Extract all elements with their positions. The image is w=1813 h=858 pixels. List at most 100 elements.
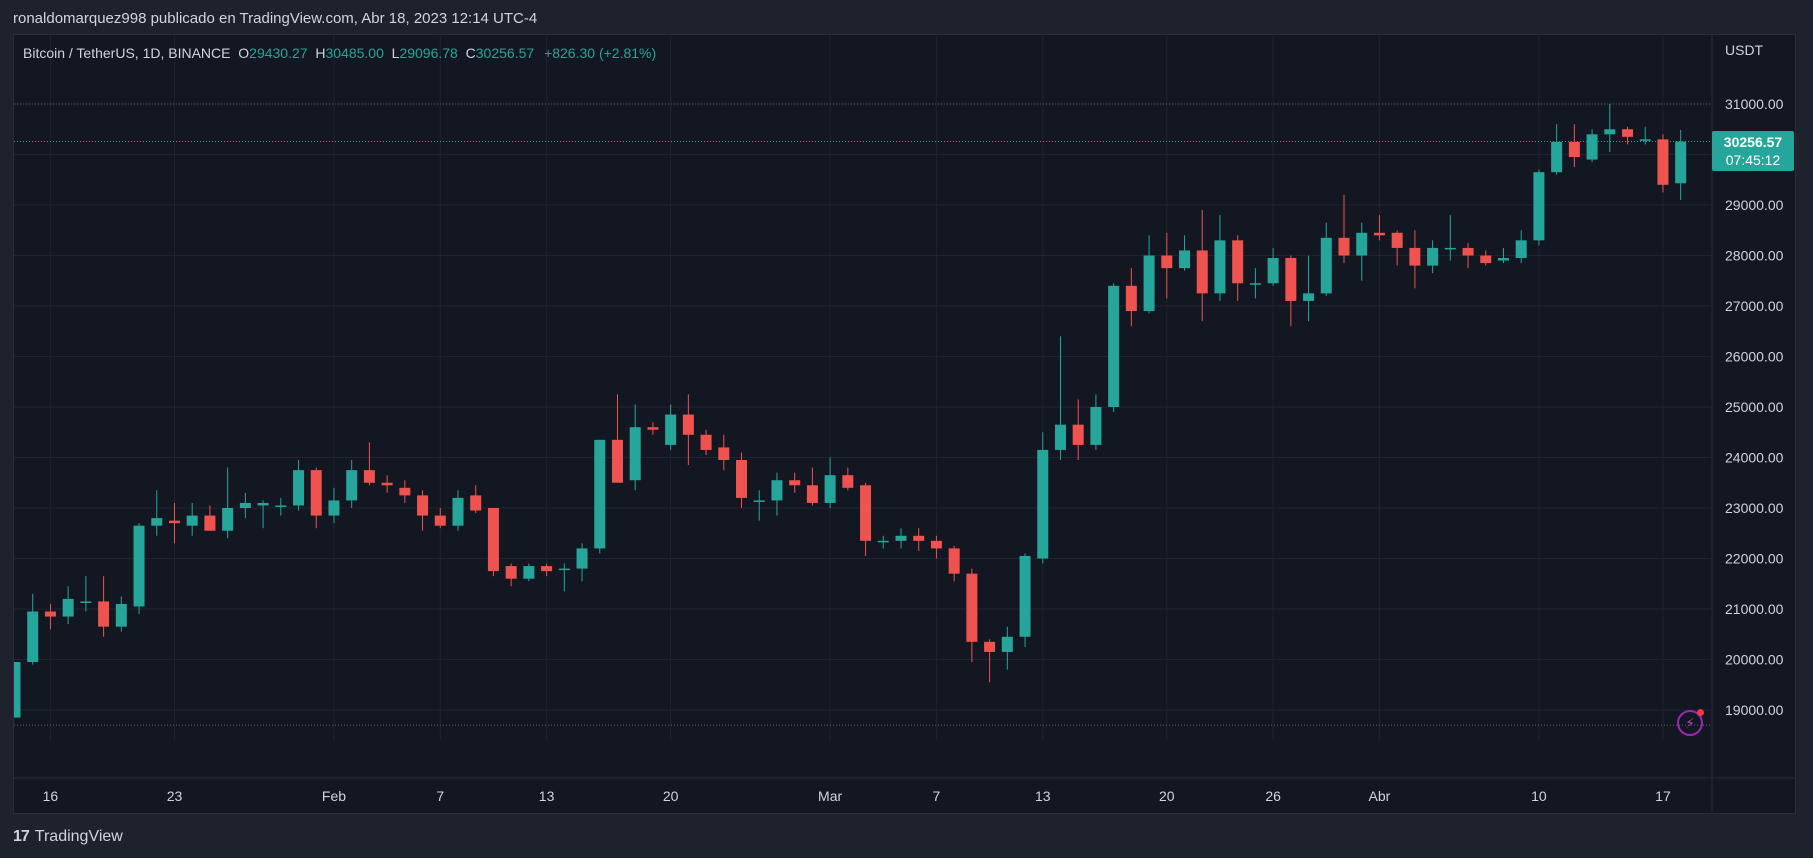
candle-body xyxy=(594,439,606,549)
open-value: 29430.27 xyxy=(249,45,308,61)
price-tick-label: 19000.00 xyxy=(1725,702,1784,718)
high-value: 30485.00 xyxy=(325,45,384,61)
candle-body xyxy=(682,414,694,435)
candle-body xyxy=(1179,250,1191,269)
candle-body xyxy=(523,566,535,579)
candle-body xyxy=(665,414,677,445)
footer-bar: 17 TradingView xyxy=(0,814,1813,858)
price-tick-label: 27000.00 xyxy=(1725,298,1784,314)
candle-body xyxy=(168,520,180,524)
currency-label[interactable]: USDT xyxy=(1725,42,1764,58)
time-tick-label: Mar xyxy=(818,788,842,804)
candle-body xyxy=(328,500,340,516)
lightning-icon[interactable]: ⚡ xyxy=(1677,709,1704,736)
candle-body xyxy=(1054,424,1066,450)
candle-body xyxy=(1462,247,1474,256)
ohlc-legend: Bitcoin / TetherUS, 1D, BINANCE O29430.2… xyxy=(23,45,656,61)
time-tick-label: 26 xyxy=(1265,788,1281,804)
candle-body xyxy=(417,495,429,516)
candle-body xyxy=(1657,139,1669,185)
candlestick-chart[interactable]: 19000.00 20000.00 21000.00 22000.00 23000.00… xyxy=(0,0,1813,814)
time-tick-label: 10 xyxy=(1531,788,1547,804)
time-tick-label: 17 xyxy=(1655,788,1671,804)
candle-body xyxy=(1320,237,1332,294)
price-tick-label: 20000.00 xyxy=(1725,652,1784,668)
candle-body xyxy=(1444,247,1456,250)
chart-pane[interactable] xyxy=(13,34,1796,814)
candle-body xyxy=(576,548,588,569)
candle-body xyxy=(1497,258,1509,261)
candle-body xyxy=(930,540,942,549)
candle-body xyxy=(239,502,251,508)
candle-body xyxy=(14,662,21,718)
time-tick-label: Feb xyxy=(322,788,346,804)
last-price-badge: 30256.57 07:45:12 xyxy=(1712,131,1794,171)
candle-body xyxy=(1675,141,1687,184)
candle-body xyxy=(1568,141,1580,158)
tradingview-brand[interactable]: 17 TradingView xyxy=(13,828,123,846)
last-price-value: 30256.57 xyxy=(1723,134,1783,150)
candle-body xyxy=(222,508,234,531)
candle-body xyxy=(789,480,801,486)
candle-body xyxy=(452,497,464,526)
candle-body xyxy=(1019,555,1031,637)
candle-body xyxy=(895,535,907,541)
candle-body xyxy=(753,500,765,502)
candle-body xyxy=(381,482,393,486)
candle-body xyxy=(363,470,375,483)
candle-body xyxy=(984,641,996,652)
candle-body xyxy=(1125,285,1137,312)
candle-body xyxy=(1090,407,1102,445)
candle-body xyxy=(1622,129,1634,137)
candle-body xyxy=(470,495,482,511)
candle-body xyxy=(1143,255,1155,312)
candle-body xyxy=(1551,141,1563,173)
candle-body xyxy=(1196,250,1208,294)
price-tick-label: 23000.00 xyxy=(1725,500,1784,516)
candle-body xyxy=(1409,247,1421,266)
candle-body xyxy=(1161,255,1173,269)
time-tick-label: 20 xyxy=(663,788,679,804)
candle-body xyxy=(151,518,163,526)
candle-body xyxy=(1533,172,1545,241)
time-tick-label: 7 xyxy=(436,788,444,804)
candle-body xyxy=(771,480,783,501)
candle-body xyxy=(115,603,127,627)
candle-body xyxy=(133,525,145,607)
candle-body xyxy=(1373,232,1385,236)
candle-body xyxy=(1037,449,1049,559)
candle-body xyxy=(1391,232,1403,248)
candle-body xyxy=(204,515,216,531)
candle-body xyxy=(1427,247,1439,266)
candle-body xyxy=(611,439,623,483)
candle-body xyxy=(806,485,818,503)
candle-body xyxy=(1586,134,1598,160)
time-tick-label: 23 xyxy=(167,788,183,804)
candle-body xyxy=(1480,255,1492,264)
candle-body xyxy=(62,598,74,617)
price-tick-label: 25000.00 xyxy=(1725,399,1784,415)
candle-body xyxy=(966,573,978,642)
candle-body xyxy=(27,611,39,663)
candle-body xyxy=(186,515,198,526)
candle-body xyxy=(293,470,305,506)
price-tick-label: 26000.00 xyxy=(1725,349,1784,365)
symbol-title[interactable]: Bitcoin / TetherUS, 1D, BINANCE xyxy=(23,45,231,61)
tradingview-logo-icon: 17 xyxy=(13,828,30,845)
time-tick-label: 16 xyxy=(43,788,59,804)
high-label: H xyxy=(315,45,326,61)
candle-body xyxy=(1604,129,1616,135)
candle-body xyxy=(1001,636,1013,652)
candle-body xyxy=(257,502,269,506)
candle-body xyxy=(647,427,659,430)
candle-body xyxy=(310,470,322,516)
candle-body xyxy=(1356,232,1368,256)
publisher-bar: ronaldomarquez998 publicado en TradingVi… xyxy=(0,0,1813,34)
price-tick-label: 21000.00 xyxy=(1725,601,1784,617)
publisher-text: ronaldomarquez998 publicado en TradingVi… xyxy=(13,10,538,27)
open-label: O xyxy=(238,45,250,61)
candle-body xyxy=(1232,240,1244,284)
notification-dot xyxy=(1697,709,1704,716)
candle-body xyxy=(1108,285,1120,407)
price-tick-label: 22000.00 xyxy=(1725,551,1784,567)
